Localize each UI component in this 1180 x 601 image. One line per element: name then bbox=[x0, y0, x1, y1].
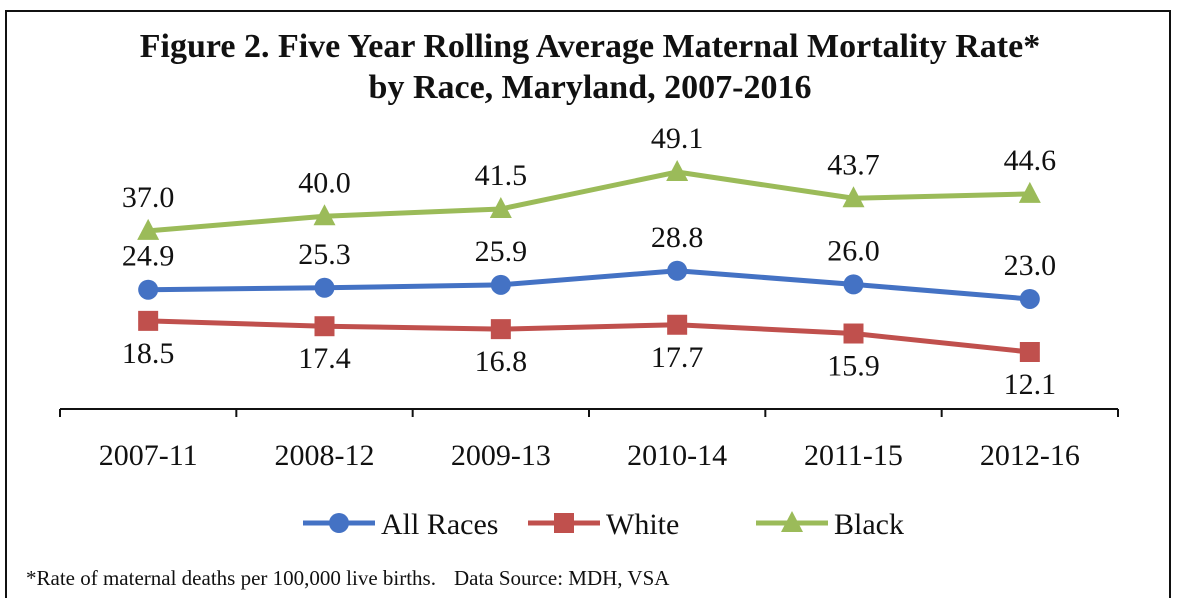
series-line-all-races bbox=[148, 268, 1031, 302]
legend-item-white: White bbox=[528, 508, 679, 541]
x-tick-label: 2009-13 bbox=[451, 439, 551, 472]
footnote: *Rate of maternal deaths per 100,000 liv… bbox=[26, 566, 669, 591]
data-label-white: 17.4 bbox=[298, 342, 351, 375]
legend-label-white: White bbox=[606, 508, 679, 541]
data-label-all-races: 28.8 bbox=[651, 221, 704, 254]
x-tick-label: 2008-12 bbox=[275, 439, 375, 472]
chart-title-block: Figure 2. Five Year Rolling Average Mate… bbox=[0, 26, 1180, 108]
data-point-white bbox=[843, 323, 864, 344]
chart-subtitle: by Race, Maryland, 2007-2016 bbox=[368, 69, 812, 106]
data-point-white bbox=[1019, 342, 1040, 362]
chart-frame bbox=[5, 10, 1171, 598]
data-point-white bbox=[138, 310, 159, 331]
data-point-all-races bbox=[490, 274, 511, 295]
data-point-white bbox=[667, 314, 688, 335]
data-label-white: 17.7 bbox=[651, 341, 704, 374]
data-point-black bbox=[489, 196, 512, 218]
series-line-white bbox=[148, 318, 1031, 355]
data-label-black: 37.0 bbox=[122, 181, 175, 214]
data-label-black: 40.0 bbox=[298, 166, 351, 199]
legend-item-black: Black bbox=[756, 508, 904, 541]
data-label-all-races: 25.9 bbox=[475, 235, 528, 268]
legend-label-black: Black bbox=[834, 508, 904, 541]
legend-marker-all-races bbox=[329, 513, 349, 533]
series-lines bbox=[147, 169, 1031, 355]
data-point-all-races bbox=[138, 279, 159, 300]
data-label-all-races: 25.3 bbox=[298, 238, 351, 271]
data-label-black: 49.1 bbox=[651, 122, 704, 155]
data-label-white: 16.8 bbox=[475, 345, 528, 378]
data-point-all-races bbox=[667, 260, 688, 281]
x-tick-label: 2011-15 bbox=[804, 439, 903, 472]
x-tick-label: 2010-14 bbox=[627, 439, 727, 472]
chart-title: Figure 2. Five Year Rolling Average Mate… bbox=[139, 28, 1041, 65]
data-point-black bbox=[137, 218, 160, 240]
data-point-black bbox=[842, 186, 865, 208]
data-label-black: 41.5 bbox=[475, 159, 528, 192]
data-label-black: 43.7 bbox=[827, 148, 880, 181]
x-axis: 2007-11 2008-12 2009-13 2010-14 2011-15 2012-… bbox=[59, 408, 1119, 472]
data-point-white bbox=[490, 319, 511, 340]
data-labels: 24.9 25.3 25.9 28.8 26.0 23.0 18.5 17.4 16.8 17.7… bbox=[122, 122, 1056, 401]
legend-marker-white bbox=[554, 513, 574, 533]
data-label-all-races: 26.0 bbox=[827, 234, 880, 267]
data-label-white: 18.5 bbox=[122, 337, 175, 370]
legend-item-all-races: All Races bbox=[303, 508, 498, 541]
data-point-black bbox=[1018, 181, 1041, 203]
footnote-note: *Rate of maternal deaths per 100,000 liv… bbox=[26, 566, 436, 590]
data-point-all-races bbox=[1019, 288, 1040, 309]
data-point-black bbox=[313, 204, 336, 226]
legend: All Races White Black bbox=[303, 508, 904, 541]
data-label-black: 44.6 bbox=[1004, 144, 1057, 177]
data-source: Data Source: MDH, VSA bbox=[453, 566, 670, 590]
series-line-black bbox=[147, 169, 1030, 234]
data-point-black bbox=[666, 160, 689, 181]
x-tick-label: 2012-16 bbox=[980, 439, 1080, 472]
legend-label-all-races: All Races bbox=[381, 508, 498, 541]
data-label-all-races: 24.9 bbox=[122, 240, 175, 273]
data-label-white: 12.1 bbox=[1004, 368, 1057, 401]
data-point-all-races bbox=[843, 274, 864, 295]
data-label-white: 15.9 bbox=[827, 350, 880, 383]
series-markers bbox=[137, 160, 1041, 362]
x-tick-label: 2007-11 bbox=[99, 439, 198, 472]
data-label-all-races: 23.0 bbox=[1004, 249, 1057, 282]
legend-marker-black bbox=[781, 511, 803, 532]
data-point-all-races bbox=[314, 277, 335, 298]
data-point-white bbox=[314, 316, 335, 337]
